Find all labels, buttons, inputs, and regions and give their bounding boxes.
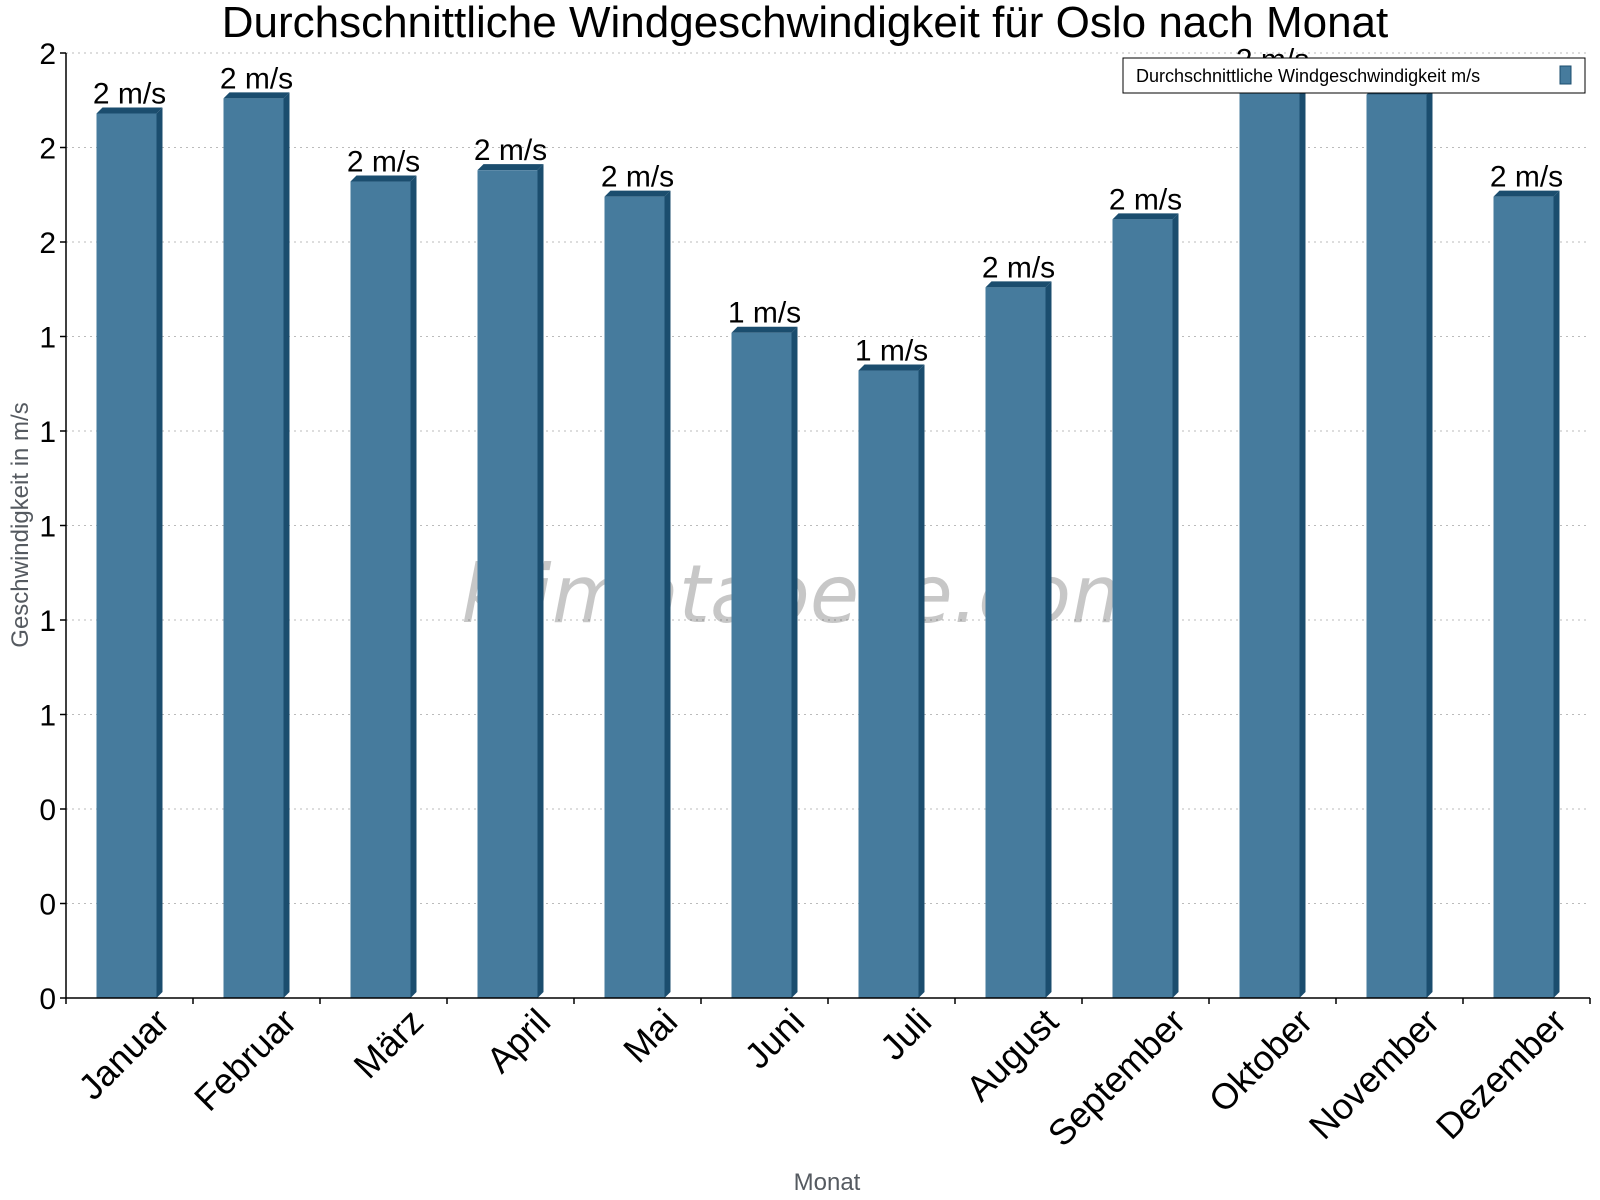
bar-top: [1493, 190, 1560, 197]
y-tick-label: 1: [39, 416, 56, 449]
y-tick-label: 1: [39, 511, 56, 544]
bar-side: [1426, 88, 1433, 998]
x-tick-label: Mai: [615, 1001, 685, 1071]
bar-side: [537, 164, 544, 998]
bar: [1493, 196, 1554, 998]
data-label: 2 m/s: [1490, 161, 1563, 194]
bar: [731, 332, 792, 999]
bar-top: [1112, 213, 1179, 220]
bar-series: 2 m/s 2 m/s 2 m/s 2 m/s 2 m/s 1 m/s 1 m/s 2 m/s…: [93, 43, 1563, 999]
data-label: 2 m/s: [93, 77, 166, 110]
bar-side: [156, 107, 163, 999]
bar-top: [350, 175, 417, 182]
legend-swatch: [1559, 65, 1572, 85]
bar: [350, 181, 411, 998]
data-label: 2 m/s: [474, 134, 547, 167]
y-axis-label: Geschwindigkeit in m/s: [7, 402, 34, 647]
bar: [985, 287, 1046, 998]
data-label: 2 m/s: [982, 251, 1055, 284]
bar-side: [1299, 73, 1306, 998]
x-tick-label: Oktober: [1201, 1001, 1321, 1121]
y-tick-label: 0: [39, 983, 56, 1016]
bar-top: [477, 164, 544, 171]
data-label: 2 m/s: [220, 62, 293, 95]
y-tick-label: 2: [39, 133, 56, 166]
bar: [477, 170, 538, 998]
bar: [604, 196, 665, 998]
bar-top: [858, 364, 925, 371]
bar: [1239, 79, 1300, 998]
x-tick-label: März: [346, 1001, 432, 1087]
x-tick-label: Februar: [186, 1001, 304, 1119]
legend-label: Durchschnittliche Windgeschwindigkeit m/…: [1136, 66, 1480, 86]
legend-box: [1122, 57, 1586, 94]
bar-side: [918, 364, 925, 998]
y-tick-label: 1: [39, 700, 56, 733]
bar-side: [1553, 190, 1560, 998]
bar-april: [477, 164, 544, 998]
y-tick-label: 0: [39, 794, 56, 827]
bar-top: [604, 190, 671, 197]
bar: [96, 113, 157, 999]
x-tick-label: Juni: [736, 1001, 812, 1077]
bar-mai: [604, 190, 671, 998]
x-axis-ticks: Januar Februar März April Mai Juni Juli AugustS…: [65, 998, 1591, 1155]
data-label: 2 m/s: [601, 161, 674, 194]
bar-september: [1112, 213, 1179, 998]
x-tick-label: September: [1040, 1001, 1194, 1155]
x-tick-label: August: [958, 1001, 1066, 1109]
x-tick-label: Dezember: [1428, 1001, 1574, 1147]
x-axis-label: Monat: [794, 1169, 861, 1196]
y-tick-label: 2: [39, 38, 56, 71]
chart-title: Durchschnittliche Windgeschwindigkeit fü…: [222, 0, 1389, 47]
bar-top: [985, 281, 1052, 288]
bar-top: [96, 107, 163, 114]
bar-dezember: [1493, 190, 1560, 998]
bar-side: [283, 92, 290, 999]
bar: [1112, 219, 1173, 998]
y-tick-label: 1: [39, 605, 56, 638]
data-label: 1 m/s: [855, 335, 928, 368]
bar-märz: [350, 175, 417, 998]
x-tick-label: Januar: [70, 1001, 177, 1108]
bar-side: [1172, 213, 1179, 998]
bar-side: [791, 326, 798, 999]
x-tick-label: November: [1301, 1001, 1447, 1147]
y-tick-label: 1: [39, 322, 56, 355]
data-label: 2 m/s: [347, 146, 420, 179]
x-tick-label: April: [478, 1001, 558, 1081]
x-tick-label: Juli: [872, 1001, 939, 1068]
legend: Durchschnittliche Windgeschwindigkeit m/…: [1122, 57, 1586, 94]
y-tick-label: 2: [39, 227, 56, 260]
grid-lines: [66, 52, 1590, 904]
bar-februar: [223, 92, 290, 999]
bar-oktober: [1239, 73, 1306, 998]
data-label: 2 m/s: [1109, 183, 1182, 216]
bar: [1366, 94, 1427, 998]
bar-juli: [858, 364, 925, 998]
bar-side: [410, 175, 417, 998]
bar-august: [985, 281, 1052, 998]
data-label: 1 m/s: [728, 297, 801, 330]
bar: [858, 370, 919, 998]
y-axis-ticks: 0 0 0 1 1 1 1 1 2 2 2: [39, 38, 66, 1016]
y-tick-label: 0: [39, 889, 56, 922]
bar-juni: [731, 326, 798, 999]
bar-november: [1366, 88, 1433, 998]
bar-top: [223, 92, 290, 99]
bar-side: [664, 190, 671, 998]
bar-side: [1045, 281, 1052, 998]
bar-top: [731, 326, 798, 333]
bar-januar: [96, 107, 163, 999]
bar: [223, 98, 284, 999]
